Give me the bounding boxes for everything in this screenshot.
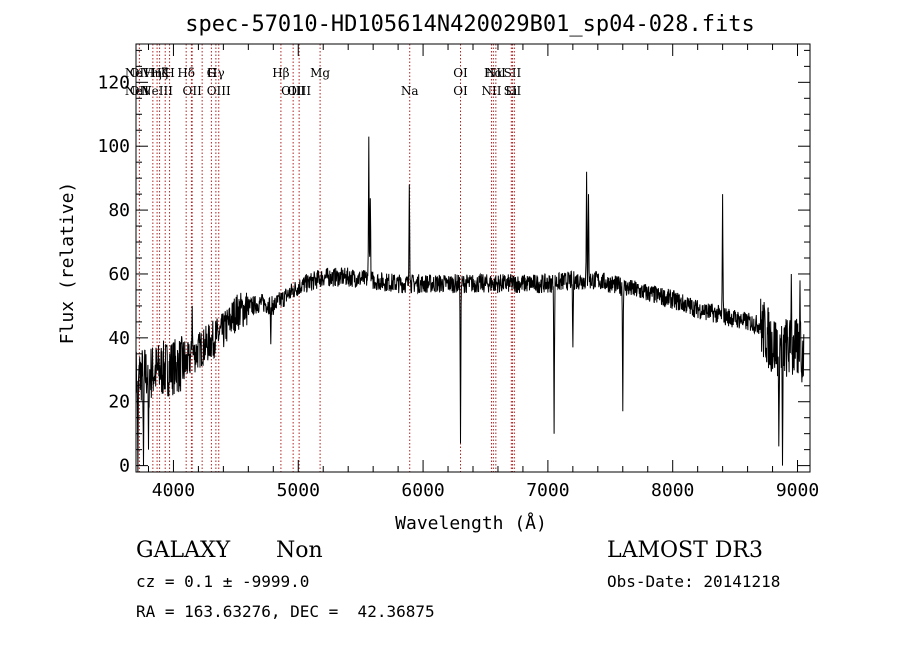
x-tick-label: 8000 xyxy=(651,480,694,501)
chart-title: spec-57010-HD105614N420029B01_sp04-028.f… xyxy=(185,12,755,37)
line-label-h-: Hζ xyxy=(151,66,168,80)
x-tick-label: 5000 xyxy=(277,480,320,501)
x-tick-label: 6000 xyxy=(401,480,444,501)
redshift-cz: cz = 0.1 ± -9999.0 xyxy=(136,572,310,591)
line-label-oii: OII xyxy=(130,66,150,80)
y-tick-label: 80 xyxy=(108,200,130,221)
line-label-na: Na xyxy=(401,84,419,98)
line-label-h-: Hβ xyxy=(272,66,289,80)
line-label-oi: OI xyxy=(453,66,468,80)
line-label-oiii: OIII xyxy=(281,84,305,98)
plot-frame xyxy=(135,43,811,473)
line-label-oi: OI xyxy=(453,84,468,98)
line-label-oii: OII xyxy=(183,84,203,98)
line-label-li: Li xyxy=(505,84,517,98)
line-label-nii: NII xyxy=(481,84,501,98)
y-tick-label: 100 xyxy=(97,136,130,157)
observation-date: Obs-Date: 20141218 xyxy=(607,572,781,591)
class-label: GALAXY xyxy=(136,538,231,563)
spectrum-line xyxy=(135,136,805,473)
line-label-sii: SII xyxy=(504,66,522,80)
x-tick-label: 4000 xyxy=(152,480,195,501)
survey-label: LAMOST DR3 xyxy=(607,538,763,563)
line-label-g: G xyxy=(207,66,217,80)
y-tick-label: 120 xyxy=(97,72,130,93)
subclass-label: Non xyxy=(276,538,323,563)
line-label-h-: Hδ xyxy=(177,66,195,80)
line-label-h-: Hγ xyxy=(207,66,225,80)
x-tick-label: 9000 xyxy=(776,480,819,501)
y-tick-label: 0 xyxy=(119,456,130,477)
line-label-oii: OII xyxy=(130,84,150,98)
y-tick-label: 60 xyxy=(108,264,130,285)
line-label-nev: NeV xyxy=(125,66,152,80)
x-axis-label: Wavelength (Å) xyxy=(395,512,547,534)
coordinates: RA = 163.63276, DEC = 42.36875 xyxy=(136,602,435,621)
line-label-nii: NII xyxy=(486,66,506,80)
line-label-oiii: OIII xyxy=(207,84,231,98)
emission-line-markers xyxy=(138,44,515,472)
line-label-k: K xyxy=(161,66,171,80)
line-label-sii: SII xyxy=(504,84,522,98)
line-label-h-: Hη xyxy=(144,66,162,80)
y-axis-label: Flux (relative) xyxy=(57,182,78,345)
x-tick-label: 7000 xyxy=(526,480,569,501)
line-label-oiii: OIII xyxy=(287,84,311,98)
line-label-mg: Mg xyxy=(310,66,330,80)
line-label-neiii: NeIII xyxy=(141,84,173,98)
y-tick-label: 20 xyxy=(108,392,130,413)
axis-ticks: 4000 5000 6000 7000 8000 9000 0 20 40 60 80 100 120 xyxy=(97,44,819,501)
line-label-nev: NeV xyxy=(125,84,152,98)
line-label-h-: Hα xyxy=(484,66,503,80)
y-tick-label: 40 xyxy=(108,328,130,349)
line-label-h: H xyxy=(164,66,174,80)
